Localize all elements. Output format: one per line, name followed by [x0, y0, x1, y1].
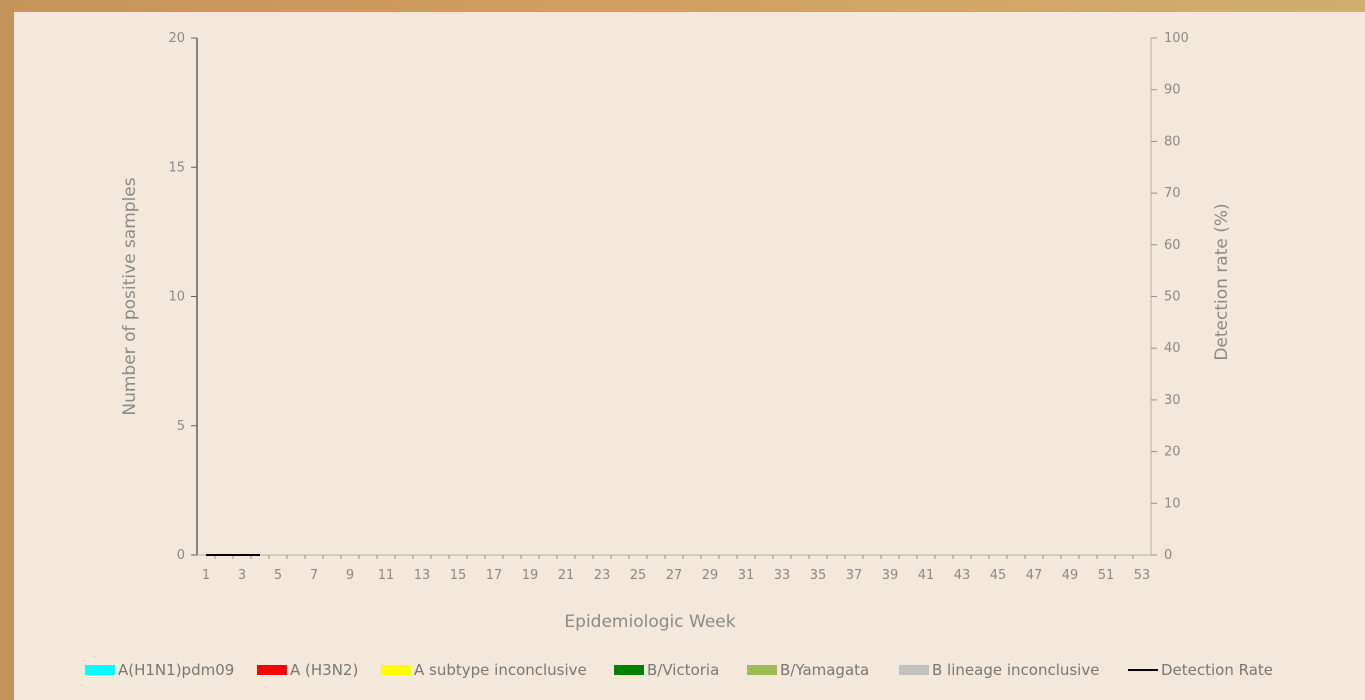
x-tick-label: 5 [274, 568, 282, 583]
legend-swatch [747, 665, 777, 675]
left-tick-label: 20 [168, 31, 185, 46]
x-tick-label: 27 [666, 568, 683, 583]
y2-axis-title: Detection rate (%) [1212, 203, 1232, 360]
x-tick-label: 25 [630, 568, 647, 583]
x-tick-label: 49 [1062, 568, 1079, 583]
x-tick-label: 33 [774, 568, 791, 583]
x-tick-label: 21 [558, 568, 575, 583]
right-tick-label: 100 [1164, 31, 1189, 46]
left-tick-label: 15 [168, 160, 185, 175]
right-tick-label: 0 [1164, 548, 1172, 563]
x-tick-label: 53 [1134, 568, 1151, 583]
x-tick-label: 1 [202, 568, 210, 583]
legend: A(H1N1)pdm09 A (H3N2) A subtype inconclusi… [85, 661, 1273, 679]
x-tick-label: 9 [346, 568, 354, 583]
legend-label: B lineage inconclusive [932, 661, 1099, 679]
x-tick-label: 11 [378, 568, 395, 583]
x-tick-label: 23 [594, 568, 611, 583]
right-tick-label: 40 [1164, 341, 1181, 356]
right-tick-label: 30 [1164, 393, 1181, 408]
legend-swatch [381, 665, 411, 675]
x-tick-label: 37 [846, 568, 863, 583]
legend-swatch [257, 665, 287, 675]
legend-label: A(H1N1)pdm09 [118, 661, 234, 679]
right-tick-label: 50 [1164, 290, 1181, 305]
chart-panel [14, 12, 1365, 700]
right-tick-label: 20 [1164, 445, 1181, 460]
x-tick-label: 29 [702, 568, 719, 583]
left-tick-label: 10 [168, 290, 185, 305]
right-tick-label: 80 [1164, 134, 1181, 149]
x-tick-label: 41 [918, 568, 935, 583]
x-tick-label: 17 [486, 568, 503, 583]
x-tick-label: 31 [738, 568, 755, 583]
legend-swatch [85, 665, 115, 675]
x-tick-label: 43 [954, 568, 971, 583]
x-tick-label: 45 [990, 568, 1007, 583]
left-tick-label: 0 [177, 548, 185, 563]
x-tick-label: 7 [310, 568, 318, 583]
legend-swatch [899, 665, 929, 675]
legend-label: A subtype inconclusive [414, 661, 587, 679]
axes-layer [191, 37, 1157, 559]
x-tick-label: 39 [882, 568, 899, 583]
legend-label: Detection Rate [1161, 661, 1273, 679]
x-tick-label: 47 [1026, 568, 1043, 583]
x-tick-label: 51 [1098, 568, 1115, 583]
right-tick-label: 70 [1164, 186, 1181, 201]
x-tick-label: 19 [522, 568, 539, 583]
right-tick-label: 90 [1164, 83, 1181, 98]
right-tick-label: 60 [1164, 238, 1181, 253]
x-tick-label: 15 [450, 568, 467, 583]
y-axis-title: Number of positive samples [120, 177, 140, 415]
x-tick-label: 13 [414, 568, 431, 583]
legend-label: A (H3N2) [290, 661, 358, 679]
x-tick-label: 35 [810, 568, 827, 583]
legend-swatch [614, 665, 644, 675]
legend-label: B/Victoria [647, 661, 719, 679]
legend-label: B/Yamagata [780, 661, 869, 679]
right-tick-label: 10 [1164, 496, 1181, 511]
left-tick-label: 5 [177, 419, 185, 434]
x-axis-title: Epidemiologic Week [564, 612, 735, 632]
x-tick-label: 3 [238, 568, 246, 583]
